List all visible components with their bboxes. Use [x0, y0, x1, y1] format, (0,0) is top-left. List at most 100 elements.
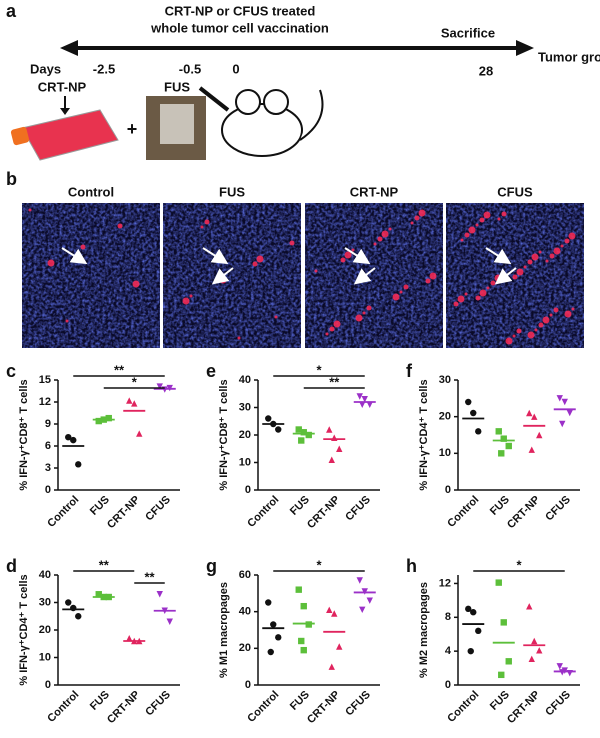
data-point [305, 431, 312, 439]
y-axis-title: % IFN-γ⁺CD4⁺ T cells [418, 379, 430, 490]
red-spot [538, 250, 542, 254]
y-tick-label: 12 [39, 396, 51, 408]
significance-label: * [316, 557, 322, 572]
red-spot [542, 316, 550, 324]
red-spot [362, 311, 366, 315]
day-tick: -0.5 [179, 61, 201, 76]
y-tick-label: 30 [39, 596, 51, 608]
x-tick-label: Control [445, 494, 481, 530]
red-spot [545, 259, 549, 263]
data-point [356, 577, 363, 584]
red-spot [512, 274, 518, 280]
data-point [298, 437, 305, 444]
data-point [275, 426, 282, 433]
data-point [267, 648, 274, 656]
red-spot [501, 211, 507, 217]
red-spot [414, 215, 420, 221]
significance-label: * [316, 362, 322, 377]
red-spot [497, 217, 501, 221]
y-tick-label: 0 [445, 484, 451, 496]
y-tick-label: 0 [45, 484, 51, 496]
data-point [531, 637, 538, 645]
data-point [295, 586, 302, 593]
red-spot [325, 332, 329, 336]
red-spot [80, 244, 86, 250]
data-point [470, 609, 477, 616]
panel-label: d [6, 556, 17, 576]
data-point [305, 621, 312, 628]
x-tick-label: Control [45, 689, 81, 725]
significance-label: ** [329, 374, 340, 389]
x-tick-label: FUS [488, 494, 512, 518]
day-tick: 28 [479, 63, 493, 78]
red-spot [553, 307, 559, 313]
x-tick-label: FUS [488, 689, 512, 713]
red-spot [65, 319, 69, 323]
data-point [528, 446, 535, 453]
x-tick-label: CRT-NP [105, 689, 142, 726]
x-tick-label: CFUS [543, 689, 573, 719]
days: Days [30, 61, 61, 76]
data-point [361, 396, 368, 403]
red-spot [399, 290, 403, 294]
data-point [270, 621, 277, 628]
significance-label: * [132, 374, 138, 389]
arrow [494, 267, 517, 285]
data-point [326, 606, 333, 614]
y-tick-label: 30 [239, 401, 251, 413]
x-tick-label: Control [245, 494, 281, 530]
y-tick-label: 0 [445, 679, 451, 691]
y-axis-title: % M2 macropages [418, 582, 430, 678]
data-point [498, 450, 505, 457]
x-tick-label: CFUS [543, 494, 573, 524]
red-spot [516, 268, 524, 276]
y-tick-label: 0 [245, 679, 251, 691]
data-point [336, 445, 343, 452]
y-tick-label: 0 [245, 484, 251, 496]
red-spot [410, 221, 414, 225]
red-spot [392, 293, 400, 301]
data-point [505, 442, 512, 450]
red-spot [527, 331, 535, 339]
y-tick-label: 3 [45, 462, 51, 474]
red-spot [553, 247, 561, 255]
red-spot [333, 320, 341, 328]
column-title: FUS [219, 184, 245, 199]
data-point [328, 456, 335, 463]
data-point [126, 635, 133, 642]
data-point [556, 395, 563, 402]
red-spot [531, 253, 539, 261]
micrograph-texture [22, 203, 160, 348]
x-tick-label: Control [245, 689, 281, 725]
red-spot [486, 286, 490, 290]
panel-label: f [406, 361, 413, 381]
data-point [131, 400, 138, 407]
red-spot [204, 219, 210, 225]
x-tick-label: CRT-NP [505, 494, 542, 531]
data-point [65, 434, 72, 441]
y-tick-label: 60 [239, 569, 251, 581]
x-tick-label: FUS [288, 689, 312, 713]
y-tick-label: 15 [39, 374, 51, 386]
x-tick-label: CRT-NP [105, 494, 142, 531]
red-spot [344, 251, 352, 259]
y-tick-label: 30 [439, 374, 451, 386]
red-spot [132, 280, 140, 288]
red-spot [28, 208, 32, 212]
red-spot [429, 272, 437, 280]
data-point [465, 605, 472, 613]
data-point [536, 647, 543, 654]
arrow [211, 267, 234, 285]
x-tick-label: CFUS [143, 689, 173, 719]
flask [10, 109, 119, 161]
y-tick-label: 0 [45, 679, 51, 691]
data-point [366, 597, 373, 604]
column-title: CFUS [497, 184, 533, 199]
red-spot [549, 313, 553, 317]
mouse [198, 86, 324, 157]
y-tick-label: 10 [439, 447, 451, 459]
red-spot [274, 315, 278, 319]
red-spot [512, 334, 516, 338]
arrow [61, 247, 88, 265]
data-point [65, 599, 72, 606]
